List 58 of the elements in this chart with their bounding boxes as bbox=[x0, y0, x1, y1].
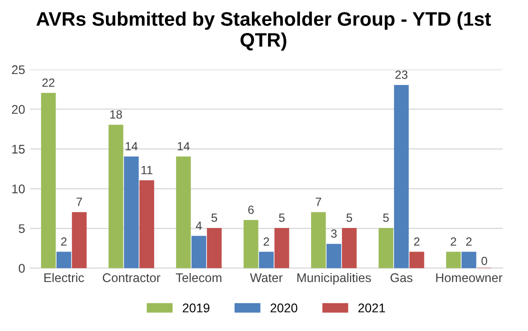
bar bbox=[462, 252, 476, 268]
x-tick-label: Electric bbox=[44, 272, 84, 282]
x-tick-label: Telecom bbox=[176, 272, 222, 282]
bar bbox=[394, 84, 409, 268]
x-tick-label: Homeowner bbox=[436, 273, 502, 282]
data-label: 11 bbox=[142, 166, 152, 174]
y-tick-label: 5 bbox=[18, 224, 25, 234]
bar bbox=[446, 252, 461, 268]
data-label: 7 bbox=[76, 198, 82, 206]
chart-title: AVRs Submitted by Stakeholder Group - YTD (1st QTR) bbox=[36, 12, 491, 51]
data-label: 14 bbox=[126, 142, 138, 150]
data-label: 5 bbox=[383, 214, 389, 222]
x-tick-label: Contractor bbox=[102, 273, 160, 282]
data-label: 2 bbox=[466, 237, 472, 246]
bar bbox=[244, 220, 258, 268]
data-label: 22 bbox=[42, 78, 54, 87]
bar bbox=[139, 180, 154, 268]
bar bbox=[176, 156, 191, 268]
bar bbox=[326, 244, 342, 268]
data-label: 2 bbox=[61, 237, 67, 246]
data-label: 5 bbox=[346, 214, 352, 222]
data-label: 14 bbox=[178, 142, 190, 150]
data-label: 18 bbox=[110, 110, 122, 119]
legend-label: 2021 bbox=[358, 304, 385, 312]
bar bbox=[72, 212, 87, 268]
x-tick-label: Water bbox=[250, 273, 283, 282]
bar bbox=[192, 236, 206, 268]
data-label: 23 bbox=[395, 70, 408, 79]
bar bbox=[41, 92, 56, 268]
data-label: 2 bbox=[264, 237, 270, 246]
data-label: 2 bbox=[414, 237, 420, 246]
y-tick-label: 15 bbox=[12, 144, 25, 154]
bar bbox=[124, 156, 139, 268]
y-tick-label: 20 bbox=[12, 105, 25, 114]
x-tick-label: Municipalities bbox=[297, 272, 371, 285]
data-label: 5 bbox=[211, 214, 218, 222]
data-label: 0 bbox=[482, 256, 488, 266]
y-tick-label: 10 bbox=[12, 184, 25, 194]
bar bbox=[259, 252, 274, 268]
data-label: 6 bbox=[248, 206, 254, 214]
data-label: 3 bbox=[331, 229, 337, 238]
legend-label: 2019 bbox=[182, 304, 210, 312]
data-label: 7 bbox=[316, 198, 322, 206]
bar bbox=[108, 124, 124, 268]
x-tick-label: Gas bbox=[390, 273, 412, 282]
legend-label: 2020 bbox=[270, 304, 298, 312]
bar bbox=[206, 228, 222, 268]
data-label: 2 bbox=[450, 237, 456, 246]
bar bbox=[342, 228, 357, 268]
bar bbox=[409, 252, 424, 268]
bar bbox=[311, 212, 326, 268]
data-label: 5 bbox=[278, 214, 285, 222]
data-label: 4 bbox=[196, 222, 202, 230]
bar bbox=[378, 228, 394, 268]
bar bbox=[56, 252, 72, 268]
bar bbox=[274, 228, 290, 268]
y-tick-label: 25 bbox=[12, 65, 25, 74]
y-tick-label: 0 bbox=[18, 264, 25, 273]
